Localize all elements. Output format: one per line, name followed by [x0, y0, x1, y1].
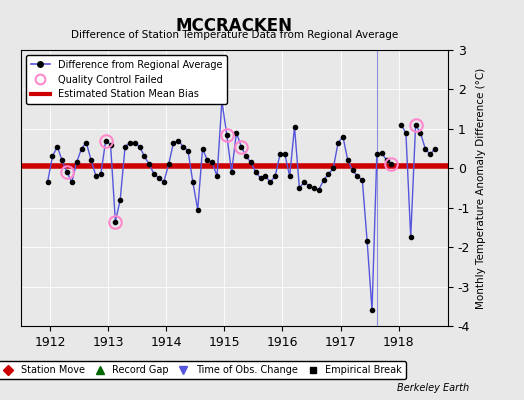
- Y-axis label: Monthly Temperature Anomaly Difference (°C): Monthly Temperature Anomaly Difference (…: [476, 67, 486, 309]
- Title: MCCRACKEN: MCCRACKEN: [176, 16, 293, 34]
- Legend: Station Move, Record Gap, Time of Obs. Change, Empirical Break: Station Move, Record Gap, Time of Obs. C…: [0, 361, 406, 379]
- Text: Berkeley Earth: Berkeley Earth: [397, 383, 469, 393]
- Text: Difference of Station Temperature Data from Regional Average: Difference of Station Temperature Data f…: [71, 30, 398, 40]
